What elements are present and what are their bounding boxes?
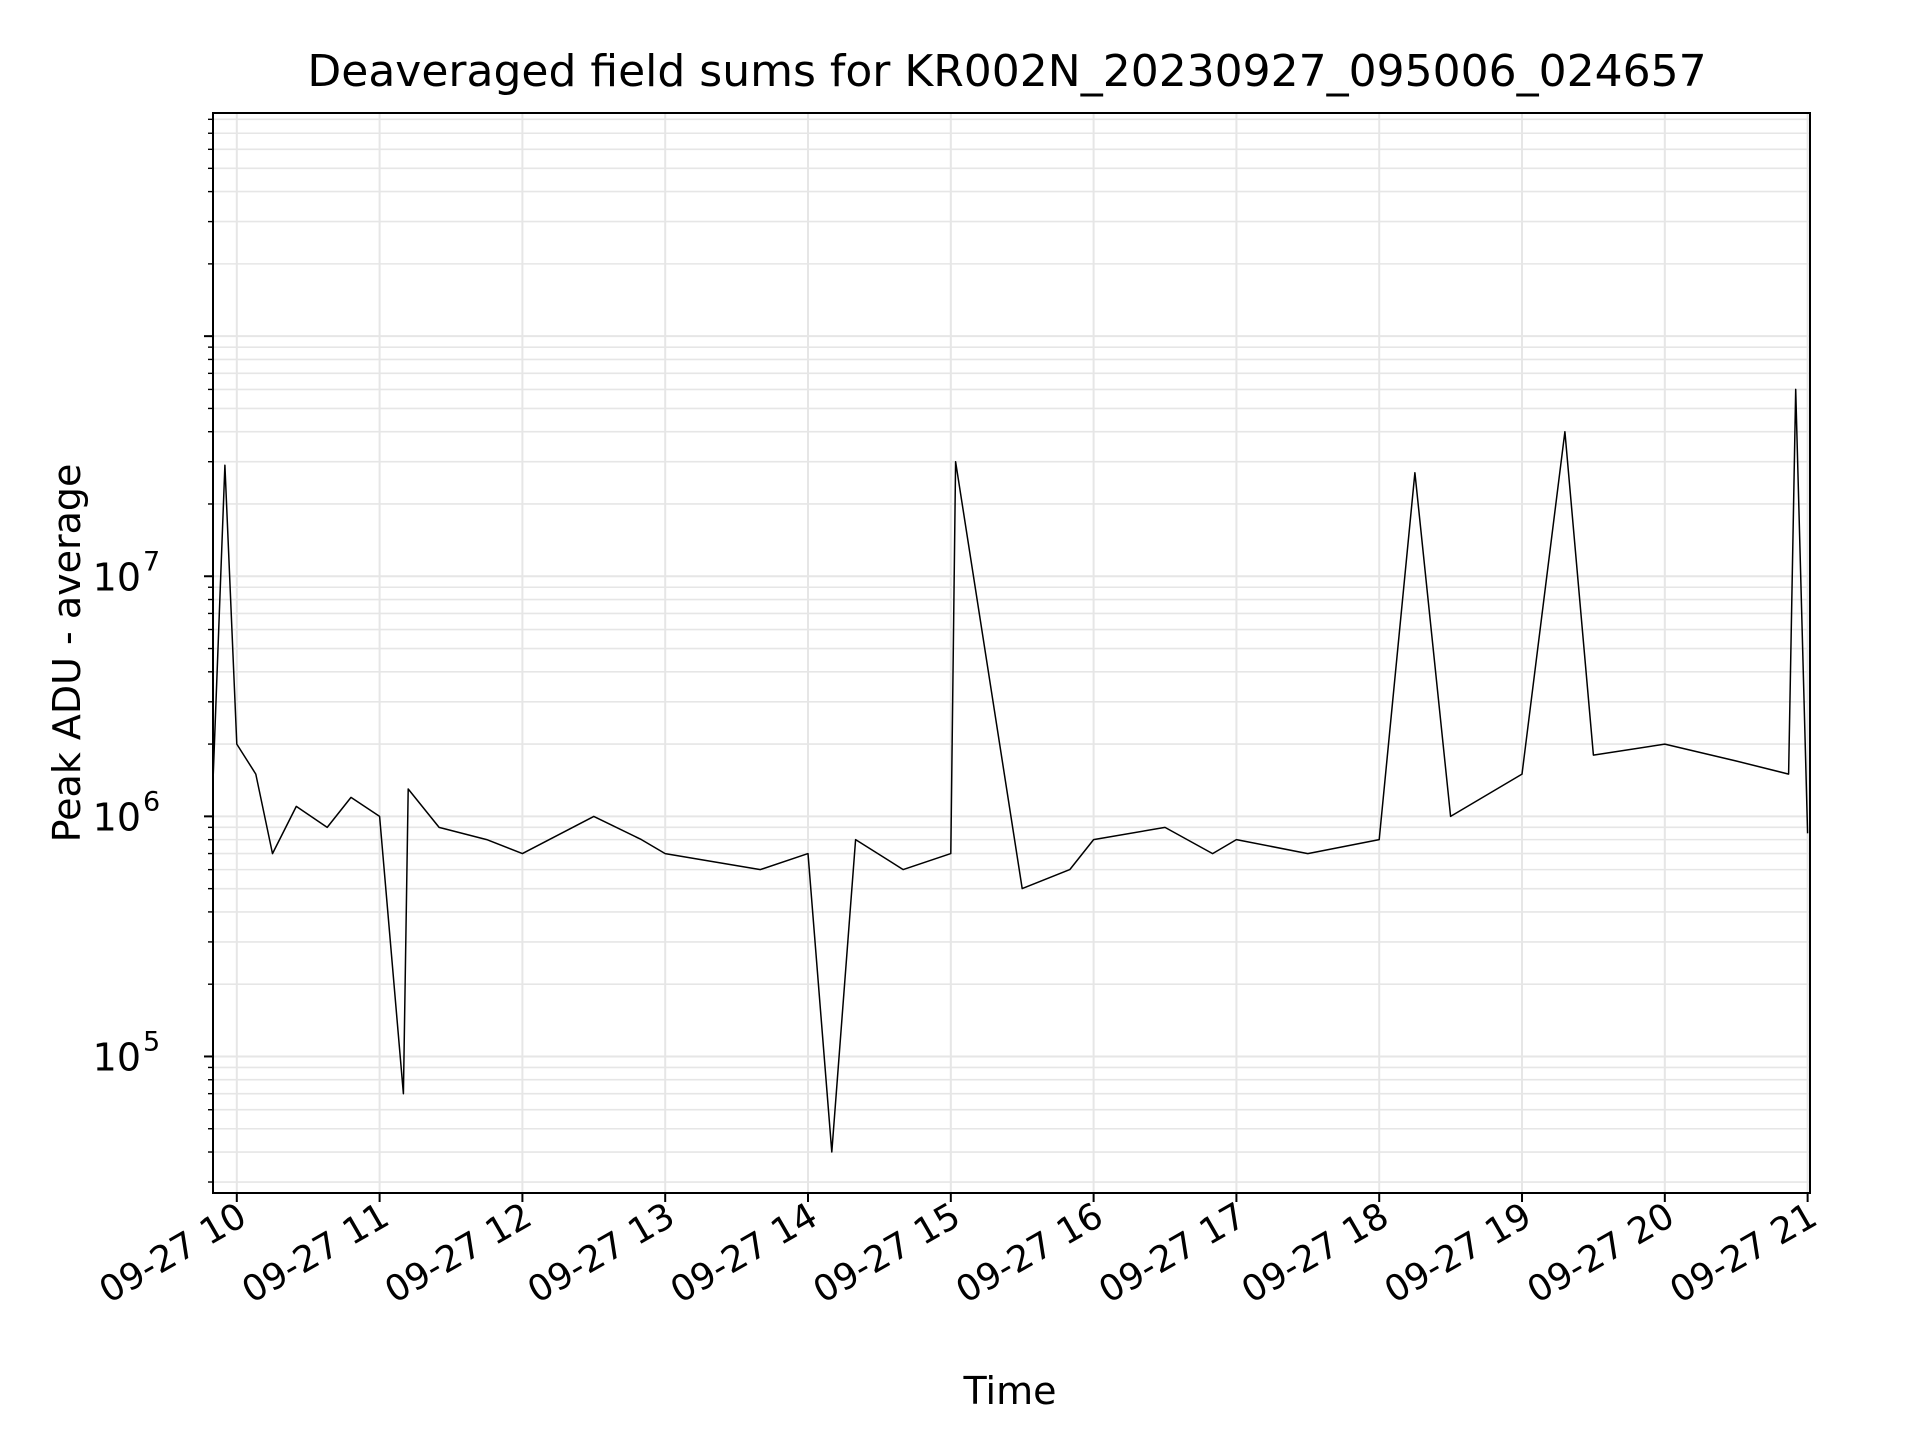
grid xyxy=(213,113,1810,1193)
y-tick-exponent: 5 xyxy=(143,1026,160,1057)
y-tick-exponent: 6 xyxy=(143,786,160,817)
chart-title: Deaveraged field sums for KR002N_2023092… xyxy=(307,46,1706,97)
y-tick-label: 10 xyxy=(93,795,141,839)
plot-frame xyxy=(212,112,1811,1194)
series-line xyxy=(212,388,1809,1153)
series-group xyxy=(212,388,1809,1153)
y-tick-label: 10 xyxy=(93,555,141,599)
y-tick-label: 10 xyxy=(93,1035,141,1079)
x-axis-label: Time xyxy=(963,1369,1057,1413)
y-axis-label: Peak ADU - average xyxy=(45,464,89,843)
y-tick-exponent: 7 xyxy=(143,546,160,577)
